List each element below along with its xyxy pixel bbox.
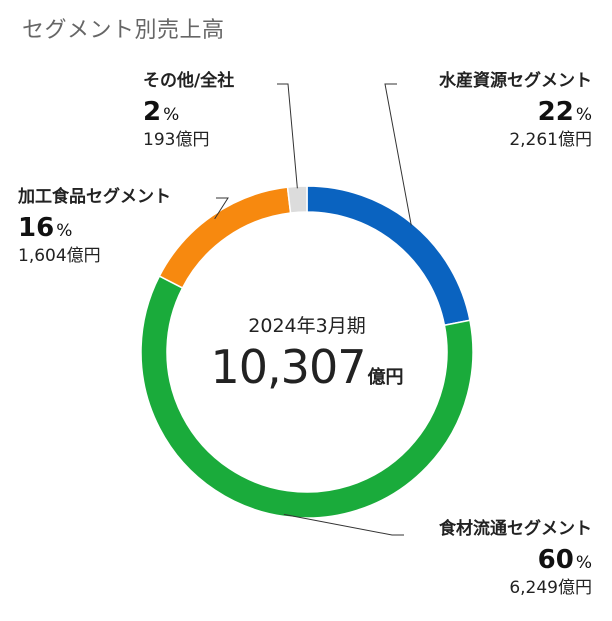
donut-center: 2024年3月期 10,307 億円 — [207, 315, 407, 391]
leader-line-water — [384, 83, 412, 226]
slice-label-processed: 加工食品セグメント 16% 1,604億円 — [18, 189, 171, 265]
leader-line-distribution — [283, 513, 404, 536]
slice-name: その他/全社 — [143, 71, 235, 91]
slice-name: 加工食品セグメント — [18, 187, 171, 207]
total-unit: 億円 — [367, 367, 404, 388]
slice-amount: 1,604億円 — [18, 246, 101, 266]
slice-name: 水産資源セグメント — [439, 71, 592, 91]
chart-title: セグメント別売上高 — [22, 18, 225, 43]
slice-amount: 2,261億円 — [509, 130, 592, 150]
total-value: 10,307 — [210, 340, 367, 394]
leader-line-processed — [214, 197, 229, 220]
slice-amount: 193億円 — [143, 130, 210, 150]
total-sales: 10,307 億円 — [207, 344, 407, 390]
slice-food-distribution — [140, 275, 474, 519]
slice-percent: 2% — [143, 97, 180, 127]
slice-percent: 16% — [18, 213, 73, 243]
slice-percent: 60% — [537, 545, 592, 575]
slice-label-other: その他/全社 2% 193億円 — [143, 73, 234, 149]
slice-other — [286, 185, 308, 214]
slice-label-water: 水産資源セグメント 22% 2,261億円 — [439, 73, 592, 149]
donut-slices — [140, 185, 474, 519]
slice-amount: 6,249億円 — [509, 578, 592, 598]
leader-line-other — [277, 83, 298, 189]
fiscal-period: 2024年3月期 — [248, 315, 366, 337]
slice-name: 食材流通セグメント — [439, 519, 592, 539]
slice-percent: 22% — [537, 97, 592, 127]
leader-lines — [214, 83, 412, 536]
slice-water-resources — [306, 185, 471, 327]
slice-label-distribution: 食材流通セグメント 60% 6,249億円 — [439, 521, 592, 597]
